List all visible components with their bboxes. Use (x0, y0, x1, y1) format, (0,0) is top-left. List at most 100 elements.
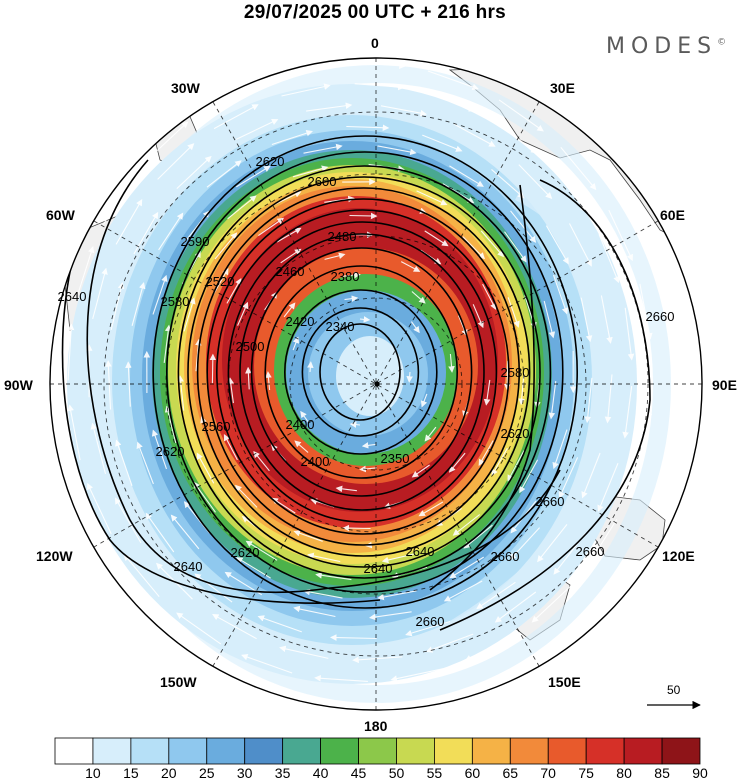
colorbar-label: 50 (388, 765, 405, 781)
contour-label: 2520 (206, 274, 235, 289)
wind-vector (558, 457, 579, 499)
wind-vector (342, 271, 361, 279)
contour-label: 2640 (406, 544, 435, 559)
wind-vector (498, 99, 544, 132)
wind-vector (600, 295, 613, 344)
colorbar-swatch (244, 737, 284, 765)
contour-label: 2580 (501, 365, 530, 380)
colorbar-swatch (396, 737, 435, 765)
wind-vector (87, 482, 112, 535)
wind-vector (234, 484, 258, 508)
wind-vector (420, 393, 428, 408)
colorbar-swatch (585, 737, 625, 765)
wind-speed-shading (67, 65, 671, 703)
wind-vector (241, 653, 293, 674)
wind-vector (92, 267, 108, 320)
wind-vector (115, 199, 143, 245)
wind-vector (90, 422, 107, 475)
wind-vector (271, 130, 313, 146)
contour-label: 2460 (276, 264, 305, 279)
contour-label: 2660 (646, 309, 675, 324)
wind-vector (151, 429, 168, 470)
wind-vector (212, 614, 257, 640)
wind-vector (639, 283, 653, 340)
wind-vector (377, 145, 417, 156)
height-contour (177, 165, 552, 579)
wind-vector (294, 440, 309, 453)
wind-vector (292, 165, 329, 178)
wind-vector (170, 514, 200, 550)
wind-vector (114, 497, 142, 544)
height-contour (206, 198, 521, 546)
height-contour (439, 179, 651, 631)
contour-label: 2640 (364, 561, 393, 576)
wind-vector (463, 524, 493, 549)
brand-text: MODES (606, 34, 718, 59)
wind-vector (283, 302, 296, 318)
brand-mark: © (717, 37, 727, 48)
wind-vector (548, 381, 557, 420)
wind-vector (494, 591, 537, 623)
lon-label-90e: 90E (712, 377, 737, 393)
wind-vector (245, 366, 252, 390)
wind-vector (276, 62, 330, 76)
lon-label-150w: 150W (160, 674, 197, 690)
wind-vector (361, 442, 376, 449)
wind-vector (545, 225, 569, 265)
wind-vector (300, 410, 310, 423)
wind-vector (543, 300, 556, 339)
wind-vector (504, 231, 527, 263)
wind-vector (552, 274, 569, 315)
colorbar-label: 90 (692, 765, 708, 781)
wind-vector (400, 261, 421, 272)
wind-vector (509, 527, 541, 561)
wind-vector (491, 447, 508, 477)
wind-vector (597, 462, 619, 512)
wind-vector (425, 633, 474, 653)
colorbar-swatch (661, 737, 701, 765)
lon-label-0: 0 (371, 35, 379, 51)
lon-label-120w: 120W (36, 548, 73, 564)
wind-vector (177, 375, 185, 411)
wind-vector (496, 122, 538, 154)
wind-vector (67, 323, 75, 381)
height-contour (250, 247, 473, 497)
lon-label-90w: 90W (4, 377, 33, 393)
wind-vector (293, 530, 323, 542)
height-contour (215, 209, 510, 535)
wind-vector (448, 452, 466, 473)
colorbar-label: 85 (654, 765, 670, 781)
lon-label-60w: 60W (46, 207, 75, 223)
wind-vector (518, 164, 553, 200)
wind-vector (352, 62, 406, 70)
lon-label-30w: 30W (171, 80, 200, 96)
wind-vector (306, 102, 353, 112)
wind-vector (406, 371, 413, 383)
wind-vector (560, 146, 597, 191)
wind-vector (223, 434, 238, 461)
contour-label: 2660 (576, 544, 605, 559)
colorbar (54, 737, 701, 765)
colorbar-swatch (92, 737, 132, 765)
map-border (49, 57, 703, 711)
wind-vector (416, 190, 448, 206)
wind-vector (608, 209, 633, 262)
height-contour (196, 187, 531, 557)
wind-vector (271, 497, 296, 514)
height-contour (187, 176, 541, 568)
colorbar-label: 70 (540, 765, 556, 781)
wind-vector (464, 635, 514, 662)
wind-streamlines (67, 62, 653, 682)
wind-vector (164, 405, 177, 444)
contour-label: 2660 (491, 549, 520, 564)
wind-vector (206, 160, 242, 188)
wind-vector (476, 581, 516, 610)
wind-vector (598, 234, 620, 284)
wind-vector (346, 124, 390, 132)
wind-vector (507, 450, 525, 482)
contour-label: 2480 (328, 229, 357, 244)
colorbar-swatch (358, 737, 397, 765)
wind-vector (411, 291, 426, 304)
colorbar-label: 15 (123, 765, 139, 781)
wind-vector (176, 155, 212, 190)
